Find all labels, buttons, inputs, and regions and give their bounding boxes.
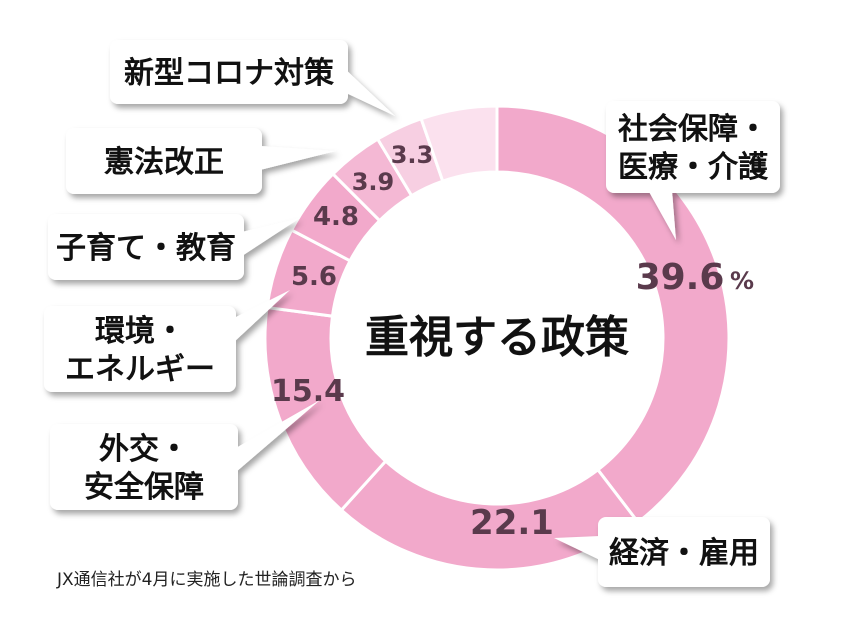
callout-2 <box>554 517 770 587</box>
chart-title: 重視する政策 <box>365 312 629 363</box>
callout-box <box>48 214 244 280</box>
callout-pointer <box>344 68 395 116</box>
callout-7 <box>110 40 395 116</box>
category-label-4: エネルギー <box>65 352 215 387</box>
callout-pointer <box>260 146 336 170</box>
callout-box <box>50 424 238 510</box>
value-labels: 39.6 % 22.1 15.4 5.6 4.8 3.93.3 <box>271 141 754 543</box>
value-label-4: 5.6 <box>291 262 337 292</box>
category-label-1: 医療・介護 <box>618 150 769 185</box>
callout-pointer <box>236 400 320 472</box>
value-label-7: 3.3 <box>391 141 434 169</box>
callout-pointer <box>234 290 290 342</box>
callout-pointer <box>648 190 676 240</box>
callout-4 <box>44 290 290 392</box>
callout-box <box>66 128 262 194</box>
category-label-4: 環境・ <box>95 314 185 349</box>
slice-remainder <box>419 104 499 184</box>
callout-box <box>110 40 348 104</box>
callout-1 <box>606 101 780 240</box>
category-label-2: 経済・雇用 <box>609 536 759 571</box>
category-label-6: 憲法改正 <box>104 145 224 180</box>
unit-label: % <box>730 267 754 295</box>
category-label-3: 外交・ <box>99 432 189 467</box>
callout-box <box>598 517 770 587</box>
value-label-2: 22.1 <box>470 503 554 543</box>
callout-box <box>606 101 780 193</box>
callout-pointer <box>554 536 600 560</box>
category-label-5: 子育て・教育 <box>56 231 236 266</box>
value-label-5: 4.8 <box>313 202 359 232</box>
callout-3 <box>50 400 320 510</box>
value-label-1: 39.6 <box>636 257 725 298</box>
category-label-7: 新型コロナ対策 <box>124 56 334 91</box>
value-label-3: 15.4 <box>271 374 345 409</box>
source-note: JX通信社が4月に実施した世論調査から <box>56 570 356 590</box>
callout-box <box>44 306 236 392</box>
callout-6 <box>66 128 336 194</box>
callout-pointer <box>242 218 300 256</box>
value-label-6: 3.9 <box>352 168 395 196</box>
callout-5 <box>48 214 300 280</box>
category-label-1: 社会保障・ <box>618 112 768 147</box>
category-label-3: 安全保障 <box>84 470 204 505</box>
